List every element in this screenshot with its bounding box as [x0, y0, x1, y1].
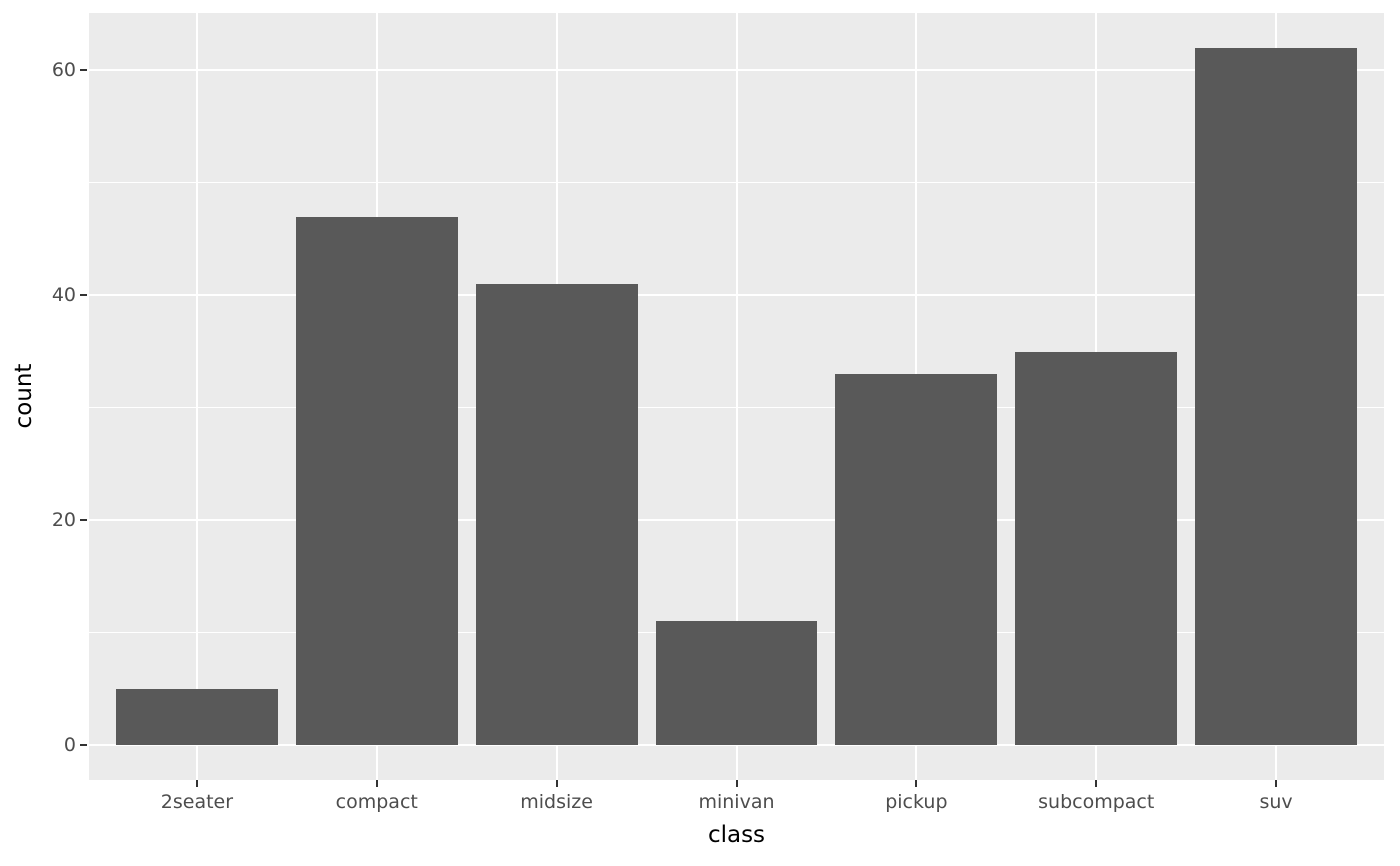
- plot-panel: [89, 13, 1384, 780]
- y-tick-mark-20: [80, 519, 87, 522]
- bar-subcompact: [1015, 351, 1178, 746]
- x-tick-mark-midsize: [555, 780, 558, 787]
- y-tick-mark-40: [80, 294, 87, 297]
- x-tick-mark-minivan: [735, 780, 738, 787]
- x-tick-mark-suv: [1275, 780, 1278, 787]
- x-tick-label-pickup: pickup: [885, 791, 948, 813]
- x-tick-label-minivan: minivan: [698, 791, 775, 813]
- x-tick-label-subcompact: subcompact: [1038, 791, 1155, 813]
- y-tick-label-0: 0: [63, 734, 76, 757]
- x-tick-mark-2seater: [195, 780, 198, 787]
- bar-pickup: [835, 374, 998, 746]
- bar-suv: [1195, 47, 1358, 746]
- x-tick-mark-subcompact: [1095, 780, 1098, 787]
- y-tick-label-40: 40: [51, 284, 76, 307]
- gridline-major-x-2seater: [195, 13, 198, 780]
- bar-2seater: [115, 688, 278, 746]
- y-axis-title: count: [11, 363, 37, 429]
- x-tick-label-2seater: 2seater: [160, 791, 234, 813]
- x-tick-label-compact: compact: [335, 791, 418, 813]
- bar-minivan: [655, 621, 818, 746]
- bar-compact: [295, 216, 458, 746]
- x-tick-label-midsize: midsize: [520, 791, 593, 813]
- x-axis-title: class: [707, 822, 766, 848]
- bar-midsize: [475, 284, 638, 746]
- y-tick-label-20: 20: [51, 509, 76, 532]
- y-tick-mark-60: [80, 69, 87, 72]
- y-tick-mark-0: [80, 744, 87, 747]
- x-tick-mark-compact: [375, 780, 378, 787]
- x-tick-mark-pickup: [915, 780, 918, 787]
- y-tick-label-60: 60: [51, 59, 76, 82]
- x-tick-label-suv: suv: [1259, 791, 1293, 813]
- gridline-major-x-minivan: [735, 13, 738, 780]
